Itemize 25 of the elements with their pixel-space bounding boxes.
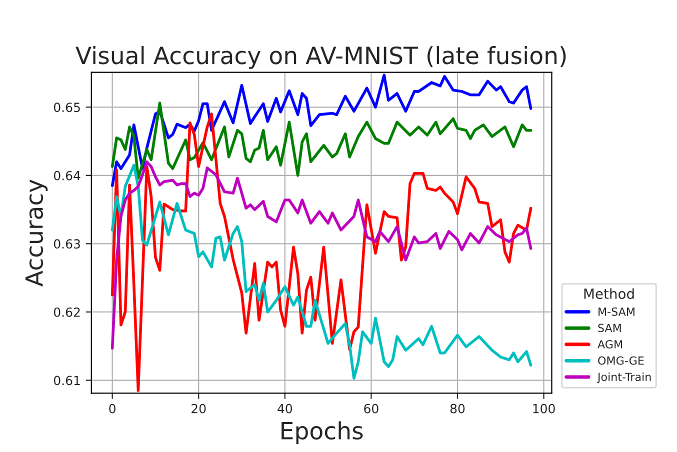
legend-label: M-SAM bbox=[598, 307, 634, 316]
x-tick-label: 100 bbox=[533, 404, 555, 414]
line-series bbox=[110, 102, 532, 180]
y-tick-label: 0.61 bbox=[54, 376, 80, 386]
legend-label: OMG-GE bbox=[598, 356, 644, 365]
x-tick-label: 80 bbox=[450, 404, 465, 414]
legend-label: Joint-Train bbox=[596, 372, 651, 384]
line-series bbox=[110, 164, 532, 380]
y-axis-title: Accuracy bbox=[25, 180, 48, 286]
x-tick-label: 40 bbox=[278, 404, 292, 414]
y-tick-label: 0.63 bbox=[54, 239, 80, 249]
x-tick-label: 60 bbox=[364, 404, 378, 414]
legend-label: AGM bbox=[598, 340, 622, 348]
chart-title: Visual Accuracy on AV-MNIST (late fusion) bbox=[76, 46, 566, 69]
legend-title: Method bbox=[584, 288, 634, 300]
x-tick-label: 20 bbox=[192, 404, 206, 414]
y-tick-label: 0.64 bbox=[54, 170, 80, 180]
y-tick-label: 0.62 bbox=[54, 307, 80, 317]
line-series bbox=[110, 160, 532, 350]
line-series bbox=[110, 74, 532, 188]
line-series bbox=[110, 112, 532, 392]
x-axis-title: Epochs bbox=[282, 421, 363, 444]
legend-label: SAM bbox=[598, 324, 621, 332]
x-tick-label: 0 bbox=[109, 404, 116, 414]
y-tick-label: 0.65 bbox=[54, 102, 80, 112]
